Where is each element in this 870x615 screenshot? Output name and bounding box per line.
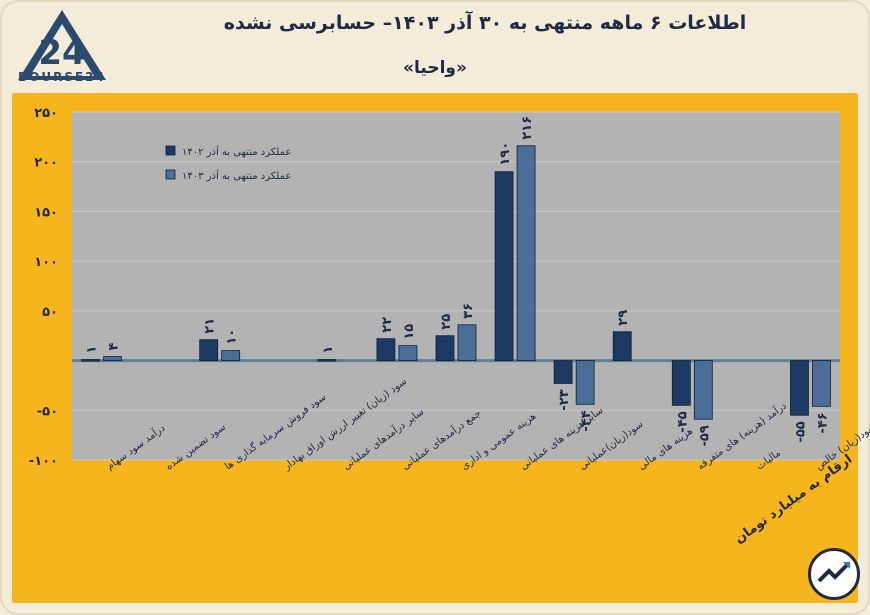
bar-data-label: ۳۶	[461, 303, 476, 319]
y-tick-label: ۲۰۰	[34, 156, 58, 171]
bar-data-label: -۵۹	[697, 425, 712, 446]
bar	[221, 350, 241, 361]
logo-wordmark: BOURSE24	[18, 70, 106, 84]
bar	[790, 360, 809, 416]
bar-data-label: ۲۹	[616, 310, 631, 326]
legend-label: عملکرد منتهی به آذر ۱۴۰۳	[182, 169, 291, 182]
bar-data-label: ۲۵	[439, 314, 454, 330]
bar-data-label: -۴۶	[815, 412, 830, 433]
bourse24-logo: 24	[18, 10, 106, 80]
bar-data-label: -۵۵	[793, 421, 808, 442]
plot-area	[72, 112, 840, 460]
bar-data-label: ۱	[85, 346, 100, 354]
bar	[671, 360, 691, 406]
bar-data-label: -۲۳	[557, 389, 572, 410]
legend-swatch	[165, 145, 176, 156]
bar-data-label: ۱۰	[225, 329, 240, 345]
bar-data-label: ۲۱	[203, 318, 218, 334]
y-tick-label: ۲۵۰	[34, 106, 58, 121]
bar	[693, 360, 713, 420]
y-tick-label: -۱۰۰	[29, 454, 58, 469]
bar	[575, 360, 595, 405]
bar	[516, 145, 536, 361]
bar-data-label: ۱	[321, 346, 336, 354]
bar	[317, 359, 337, 362]
bar-data-label: -۴۴	[579, 410, 594, 431]
y-tick-label: ۱۰۰	[34, 255, 58, 270]
legend-swatch	[165, 169, 176, 180]
bar-data-label: ۲۱۶	[520, 116, 535, 140]
legend-label: عملکرد منتهی به آذر ۱۴۰۲	[182, 145, 291, 158]
bar	[398, 345, 418, 361]
chart-title: اطلاعات ۶ ماهه منتهی به ۳۰ آذر ۱۴۰۳– حسا…	[223, 12, 747, 34]
chart-subtitle: «واحیا»	[403, 58, 467, 78]
bar-data-label: ۴	[107, 343, 122, 351]
bar	[376, 338, 396, 361]
bar-data-label: ۱۹۰	[498, 142, 513, 166]
bar	[494, 171, 514, 361]
y-tick-label: -۵۰	[37, 404, 58, 419]
bar-data-label: ۱۵	[402, 324, 417, 340]
bar	[457, 324, 477, 361]
y-tick-label: ۱۵۰	[34, 205, 58, 220]
bar	[435, 335, 455, 361]
bar	[103, 356, 122, 361]
trend-arrow-icon	[808, 548, 860, 600]
bar	[81, 359, 100, 362]
bar	[199, 339, 219, 361]
bar	[612, 331, 632, 361]
svg-text:24: 24	[38, 33, 85, 73]
y-tick-label: ۵۰	[42, 305, 58, 320]
bar-data-label: ۲۲	[380, 317, 395, 333]
bar	[553, 360, 573, 384]
bar	[812, 360, 831, 407]
bar-data-label: -۴۵	[675, 411, 690, 432]
